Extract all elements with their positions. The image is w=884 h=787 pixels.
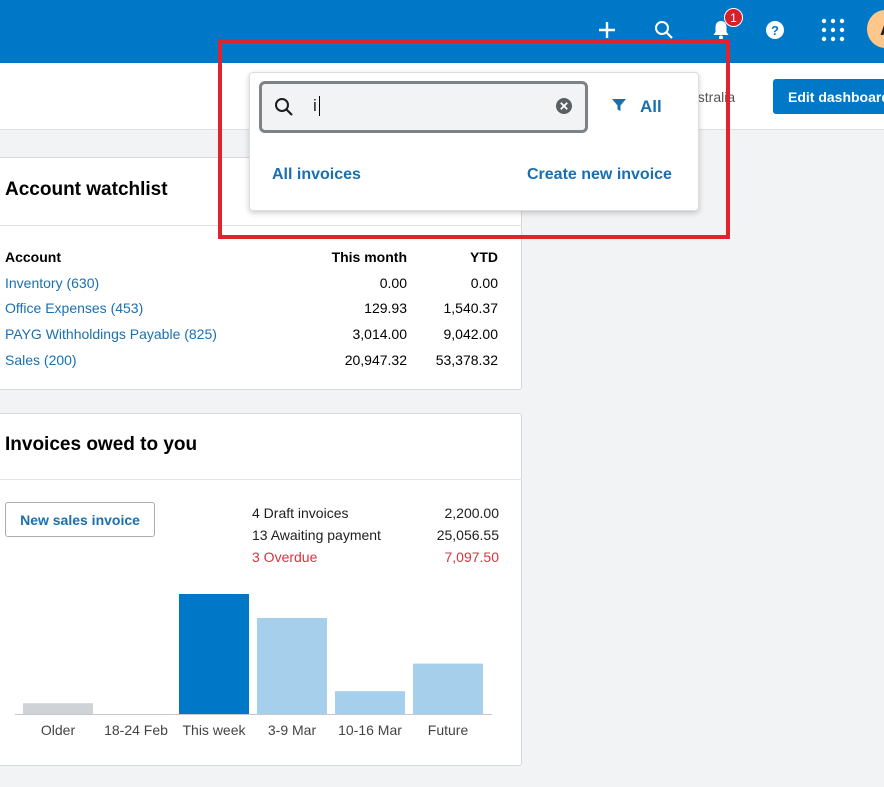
- invoices-divider: [0, 479, 522, 480]
- invoices-title: Invoices owed to you: [5, 434, 198, 455]
- column-header-ytd: YTD: [470, 249, 498, 265]
- all-invoices-link[interactable]: All invoices: [272, 166, 361, 183]
- awaiting-payment-label[interactable]: 13 Awaiting payment: [252, 527, 381, 543]
- invoices-bar-chart: Older 18-24 Feb This week 3-9 Mar 10-16 Mar F…: [15, 594, 492, 738]
- awaiting-payment-value: 25,056.55: [436, 527, 499, 543]
- chart-bar-this-week[interactable]: [179, 594, 249, 714]
- ytd-value: 53,378.32: [435, 352, 498, 368]
- chart-category-label: 18-24 Feb: [104, 722, 168, 738]
- watchlist-divider: [0, 225, 522, 226]
- column-header-account: Account: [5, 249, 61, 265]
- search-icon[interactable]: [649, 15, 679, 45]
- text-cursor: [319, 96, 320, 116]
- column-header-this-month: This month: [331, 249, 407, 265]
- top-nav-bar: [0, 0, 884, 63]
- account-link[interactable]: Office Expenses (453): [5, 300, 144, 316]
- notification-badge: 1: [724, 8, 743, 27]
- apps-grid-icon[interactable]: [818, 15, 848, 45]
- edit-dashboard-button[interactable]: Edit dashboard: [773, 79, 884, 114]
- avatar[interactable]: A: [867, 10, 884, 48]
- new-sales-invoice-button[interactable]: New sales invoice: [5, 502, 155, 537]
- chart-category-label: This week: [182, 722, 246, 738]
- draft-invoices-value: 2,200.00: [444, 505, 500, 521]
- help-icon[interactable]: ?: [760, 15, 790, 45]
- chart-bar-future[interactable]: [413, 663, 483, 714]
- chart-category-label: 10-16 Mar: [338, 722, 402, 738]
- chart-bar-3-9-mar[interactable]: [257, 618, 327, 714]
- add-icon[interactable]: [592, 15, 622, 45]
- ytd-value: 9,042.00: [443, 326, 499, 342]
- clear-search-icon[interactable]: [555, 97, 573, 120]
- account-link[interactable]: Inventory (630): [5, 275, 100, 291]
- account-link[interactable]: PAYG Withholdings Payable (825): [5, 326, 217, 342]
- overdue-value: 7,097.50: [444, 549, 500, 565]
- chart-category-label: 3-9 Mar: [268, 722, 317, 738]
- search-input[interactable]: [313, 93, 548, 119]
- filter-label: All: [640, 97, 662, 116]
- this-month-value: 20,947.32: [344, 352, 407, 368]
- chart-bar-older[interactable]: [23, 703, 93, 714]
- overdue-label[interactable]: 3 Overdue: [252, 549, 318, 565]
- this-month-value: 3,014.00: [352, 326, 408, 342]
- ytd-value: 1,540.37: [443, 300, 499, 316]
- ytd-value: 0.00: [470, 275, 498, 291]
- watchlist-title: Account watchlist: [5, 179, 168, 200]
- this-month-value: 0.00: [379, 275, 407, 291]
- svg-text:?: ?: [771, 23, 779, 38]
- search-icon: [274, 97, 294, 122]
- this-month-value: 129.93: [364, 300, 407, 316]
- filter-icon: [612, 97, 626, 117]
- draft-invoices-label[interactable]: 4 Draft invoices: [252, 505, 349, 521]
- organisation-name: ustralia: [690, 89, 736, 105]
- bell-icon[interactable]: [706, 15, 736, 45]
- account-link[interactable]: Sales (200): [5, 352, 77, 368]
- chart-category-label: Older: [41, 722, 76, 738]
- create-new-invoice-link[interactable]: Create new invoice: [527, 166, 672, 183]
- chart-bar-10-16-mar[interactable]: [335, 691, 405, 714]
- chart-category-label: Future: [428, 722, 469, 738]
- search-filter-dropdown[interactable]: All: [612, 94, 674, 120]
